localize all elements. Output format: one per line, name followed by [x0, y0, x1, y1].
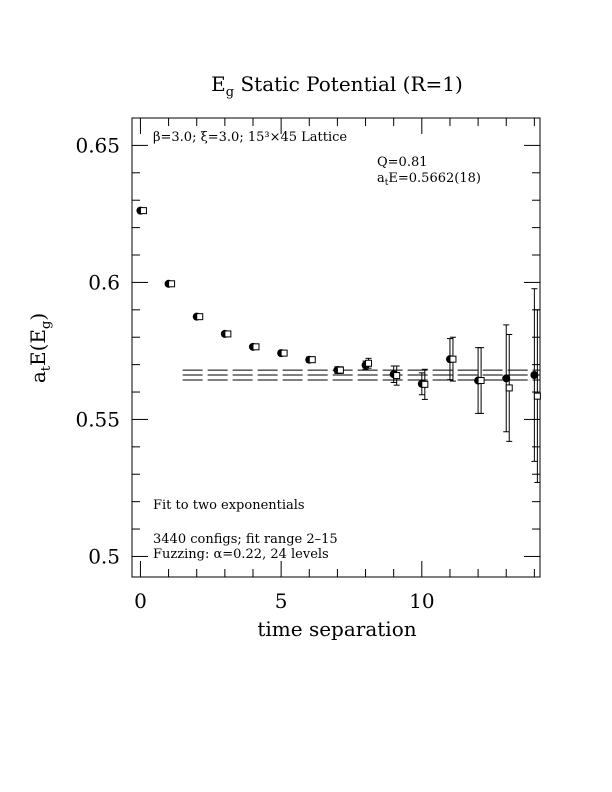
data-point-filled: [530, 371, 539, 380]
note-config-range: 3440 configs; fit range 2–15: [153, 532, 338, 547]
fit-quality: Q=0.81: [377, 155, 428, 170]
chart-title-subscript: g: [226, 85, 234, 100]
data-point-open-square: [421, 380, 429, 388]
y-axis-label: atE(Eg): [26, 313, 54, 383]
plot-frame: [131, 117, 541, 578]
chart-title: Eg Static Potential (R=1): [211, 72, 463, 100]
data-point-open-square: [168, 280, 176, 288]
data-point-open-square: [280, 349, 288, 357]
data-point-open-square: [224, 330, 232, 338]
x-tick-label: 0: [134, 589, 147, 613]
data-point-open-square: [365, 359, 373, 367]
y-axis-label-sub-t: t: [39, 365, 54, 371]
chart-title-main: E: [211, 72, 226, 96]
y-axis-label-e: E(E: [26, 329, 50, 366]
note-fit-method: Fit to two exponentials: [153, 498, 305, 513]
data-point-open-square: [252, 343, 260, 351]
y-tick-label: 0.55: [75, 407, 120, 431]
data-point-open-square: [393, 372, 401, 380]
x-axis-label: time separation: [257, 617, 416, 641]
data-point-filled: [502, 374, 511, 383]
data-point-open-square: [196, 313, 204, 321]
y-tick-label: 0.5: [88, 544, 120, 568]
y-tick-label: 0.65: [75, 133, 120, 157]
data-point-open-square: [533, 392, 541, 400]
fit-energy: atE=0.5662(18): [377, 171, 481, 188]
lattice-header: β=3.0; ξ=3.0; 15³×45 Lattice: [153, 130, 347, 145]
data-series: [136, 206, 541, 483]
data-point-open-square: [477, 377, 485, 385]
fit-energy-prefix: a: [377, 171, 385, 186]
data-point-open-square: [308, 356, 316, 364]
data-point-open-square: [449, 355, 457, 363]
y-axis-label-a: a: [26, 371, 50, 383]
data-point-open-square: [336, 366, 344, 374]
y-axis-label-sub-g: g: [39, 321, 54, 329]
note-fuzzing: Fuzzing: α=0.22, 24 levels: [153, 547, 329, 562]
x-tick-label: 5: [275, 589, 288, 613]
y-tick-label: 0.6: [88, 270, 120, 294]
data-point-open-square: [139, 207, 147, 215]
axis-ticks: 0 5 10 0.5 0.55 0.6 0.65: [75, 117, 540, 613]
fit-energy-value: E=0.5662(18): [388, 171, 481, 186]
fit-energy-subscript: t: [385, 178, 389, 188]
data-point-open-square: [505, 384, 513, 392]
x-tick-label: 10: [409, 589, 434, 613]
chart-title-rest: Static Potential (R=1): [234, 72, 463, 96]
y-axis-label-close: ): [26, 313, 50, 321]
fit-band: [182, 369, 540, 381]
